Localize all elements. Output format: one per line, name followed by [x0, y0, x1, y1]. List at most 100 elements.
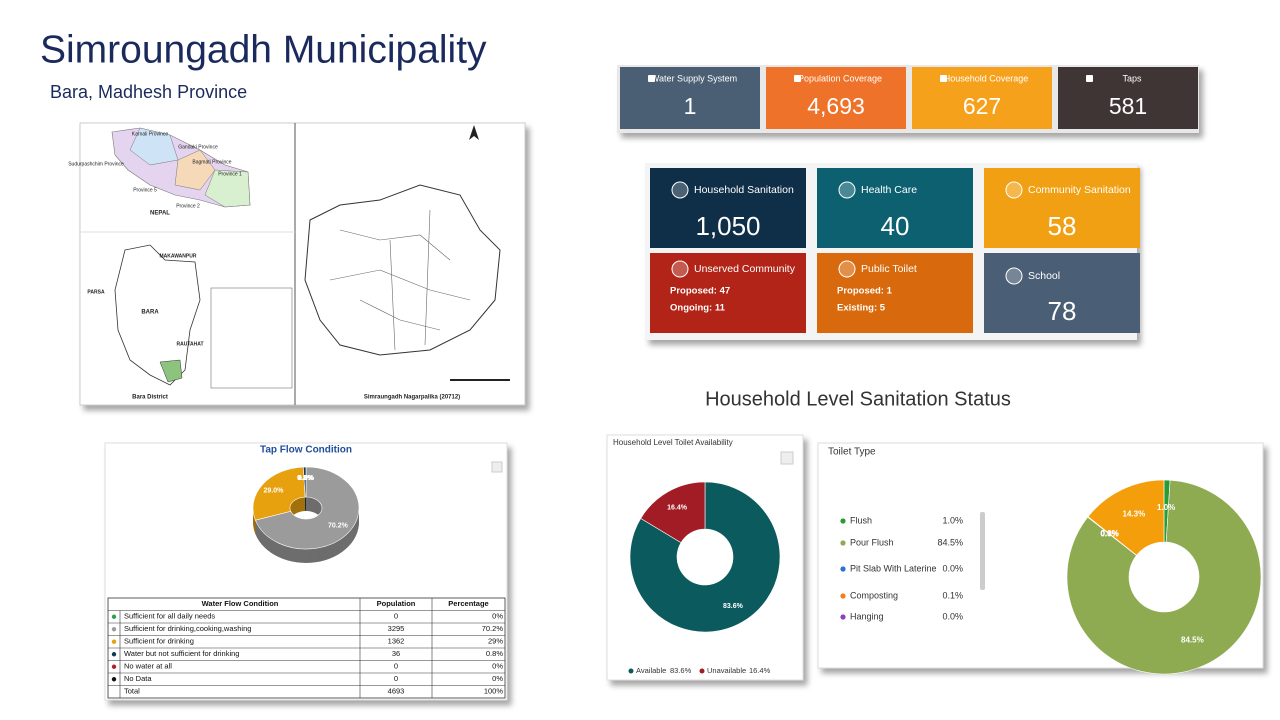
data-label: 0.1% [1100, 529, 1118, 538]
chart-title: Toilet Type [828, 447, 876, 458]
card-icon [838, 181, 856, 199]
panel-menu[interactable] [780, 451, 794, 465]
nepal-region [204, 169, 251, 208]
data-label: 0.0% [1100, 529, 1118, 538]
sanitation-detail: Proposed: 1 [837, 286, 893, 297]
sanitation-card [650, 168, 806, 248]
card-icon [1086, 75, 1093, 82]
legend-value: 84.5% [937, 537, 963, 547]
legend-dot [111, 614, 117, 619]
sanitation-value: 1,050 [695, 211, 760, 241]
pie-segment [629, 481, 781, 633]
sanitation-label: Community Sanitation [1028, 184, 1131, 196]
data-label: 29.0% [264, 488, 285, 495]
legend-label: Pit Slab With Laterine [850, 563, 937, 573]
legend-dot [840, 566, 846, 572]
table-cell: Water but not sufficient for drinking [124, 649, 239, 658]
sanitation-label: School [1028, 270, 1060, 282]
table-cell: 29% [488, 637, 503, 646]
data-label: 0.8% [297, 475, 314, 482]
map-label: Karnali Province [132, 131, 169, 137]
map-label: Gandaki Province [178, 144, 218, 150]
legend-dot [840, 614, 846, 620]
table-cell: 0% [492, 674, 503, 683]
legend-label: Pour Flush [850, 537, 894, 547]
map-label: Province 1 [218, 171, 242, 177]
north-arrow [469, 125, 479, 140]
table-cell: 0 [394, 612, 398, 621]
pie-segment [303, 466, 307, 498]
sanitation-label: Household Sanitation [694, 184, 794, 196]
table-cell: 0 [394, 674, 398, 683]
sanitation-card [817, 253, 973, 333]
card-icon [940, 75, 947, 82]
map-label: Province 2 [176, 203, 200, 209]
sanitation-label: Unserved Community [694, 263, 796, 275]
table-cell: 3295 [388, 624, 405, 633]
data-label: 84.5% [1181, 635, 1204, 644]
pie-segment [640, 481, 706, 544]
table-header: Population [377, 599, 416, 608]
pie-segment [1087, 479, 1165, 556]
legend-dot [111, 664, 117, 669]
map-label: Sudurpashchim Province [68, 161, 124, 167]
legend-dot [840, 593, 846, 599]
table-cell: 0% [492, 662, 503, 671]
legend-value: 16.4% [749, 666, 771, 675]
card-icon [1005, 181, 1023, 199]
legend-value: 0.1% [942, 590, 963, 600]
panel-menu[interactable] [491, 461, 503, 473]
sanitation-value: 78 [1048, 296, 1077, 326]
table-cell: 0 [394, 662, 398, 671]
district-map [114, 244, 201, 386]
sanitation-value: 40 [881, 211, 910, 241]
map-label: PARSA [87, 289, 105, 295]
map-label: RAUTAHAT [176, 341, 203, 347]
coverage-label: Population Coverage [798, 73, 882, 83]
page-title: Simroungadh Municipality [40, 28, 487, 71]
sanitation-detail: Ongoing: 11 [670, 303, 726, 314]
card-icon [794, 75, 801, 82]
legend-value: 0.0% [942, 563, 963, 573]
table-cell: 100% [484, 687, 504, 696]
table-cell: Sufficient for drinking,cooking,washing [124, 624, 251, 633]
table-cell: Sufficient for drinking [124, 637, 194, 646]
card-icon [671, 181, 689, 199]
data-label: 0.0% [298, 475, 315, 482]
coverage-label: Water Supply System [651, 73, 737, 83]
map-label: Province 5 [133, 187, 157, 193]
map-label: Bara District [132, 395, 168, 401]
data-label: 83.6% [723, 603, 744, 610]
legend-label: Unavailable [707, 666, 746, 675]
table-header: Percentage [448, 599, 488, 608]
sanitation-detail: Existing: 5 [837, 303, 886, 314]
sanitation-value: 58 [1048, 211, 1077, 241]
sanitation-card [984, 253, 1140, 333]
coverage-value: 1 [684, 93, 697, 119]
map-key [210, 287, 293, 389]
map-label: Bagmati Province [192, 159, 231, 165]
card-icon [838, 260, 856, 278]
sanitation-label: Public Toilet [861, 263, 917, 275]
data-label: 16.4% [667, 505, 688, 512]
data-label: 70.2% [328, 523, 349, 530]
chart-title: Tap Flow Condition [260, 445, 352, 456]
legend-scrollbar[interactable] [980, 512, 985, 590]
pie-segment [1066, 479, 1262, 675]
page-subtitle: Bara, Madhesh Province [50, 82, 247, 102]
map-label: MAKAWANPUR [160, 253, 197, 259]
coverage-label: Taps [1122, 73, 1142, 83]
card-icon [1005, 267, 1023, 285]
table-header: Water Flow Condition [202, 599, 279, 608]
sanitation-detail: Proposed: 47 [670, 286, 730, 297]
nepal-region [129, 127, 179, 166]
nepal-region [174, 149, 216, 191]
data-label: 1.0% [1157, 503, 1175, 512]
legend-dot [840, 540, 846, 546]
legend-dot [840, 518, 846, 524]
legend-value: 1.0% [942, 515, 963, 525]
coverage-value: 581 [1109, 93, 1147, 119]
coverage-card [766, 67, 906, 129]
legend-dot [628, 668, 634, 674]
